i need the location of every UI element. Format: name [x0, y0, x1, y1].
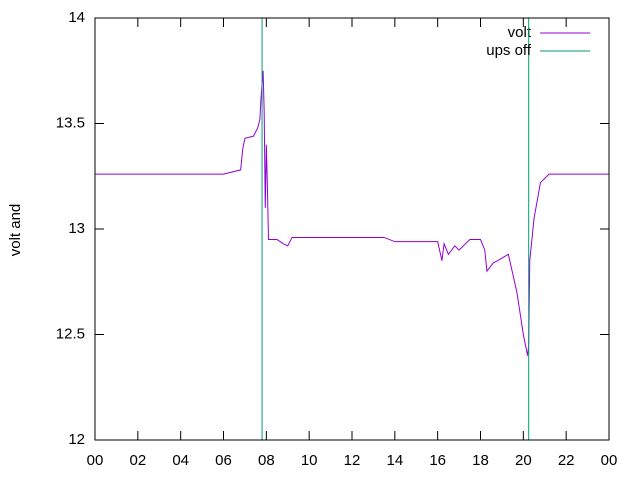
x-tick-label: 04: [172, 452, 189, 469]
x-tick-label: 16: [429, 452, 446, 469]
legend-label: volt: [508, 24, 532, 41]
x-tick-label: 12: [344, 452, 361, 469]
x-tick-label: 08: [258, 452, 275, 469]
plot-border: [94, 17, 610, 441]
y-tick-label: 13: [68, 220, 85, 237]
x-tick-label: 18: [472, 452, 489, 469]
y-axis-label: volt and: [7, 204, 24, 257]
y-tick-label: 14: [68, 9, 85, 26]
x-tick-label: 10: [301, 452, 318, 469]
y-tick-label: 13.5: [56, 114, 85, 131]
x-tick-label: 14: [386, 452, 403, 469]
series-line: [261, 18, 530, 440]
x-tick-label: 00: [601, 452, 618, 469]
y-tick-label: 12.5: [56, 325, 85, 342]
legend-label: ups off: [486, 42, 532, 59]
x-tick-label: 02: [129, 452, 146, 469]
y-tick-label: 12: [68, 431, 85, 448]
x-tick-label: 00: [87, 452, 104, 469]
x-tick-label: 06: [215, 452, 232, 469]
x-tick-label: 20: [515, 452, 532, 469]
series-line: [95, 70, 609, 356]
x-tick-label: 22: [558, 452, 575, 469]
